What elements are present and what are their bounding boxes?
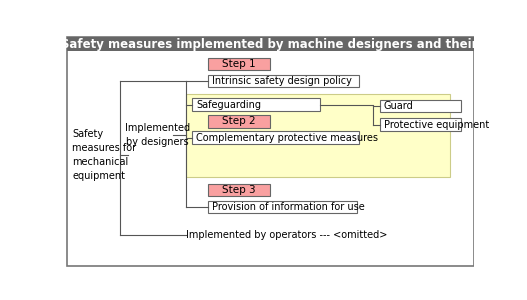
Bar <box>192 131 359 144</box>
Bar <box>208 201 357 213</box>
Text: Step 1: Step 1 <box>222 59 256 69</box>
Bar <box>380 100 461 112</box>
Bar <box>192 98 320 111</box>
Bar <box>186 94 450 177</box>
Text: Intrinsic safety design policy: Intrinsic safety design policy <box>211 76 352 86</box>
Bar <box>208 115 270 128</box>
Text: Step 3: Step 3 <box>222 185 256 195</box>
Text: Protective equipment: Protective equipment <box>384 119 489 130</box>
Bar <box>66 37 474 51</box>
Text: Provision of information for use: Provision of information for use <box>211 202 364 212</box>
Bar <box>208 184 270 196</box>
Bar <box>208 58 270 70</box>
Bar <box>208 74 359 87</box>
Bar <box>380 118 461 131</box>
Text: Safety
measures for
mechanical
equipment: Safety measures for mechanical equipment <box>72 129 136 181</box>
Text: [Fig.] Safety measures implemented by machine designers and their steps: [Fig.] Safety measures implemented by ma… <box>22 38 518 51</box>
Text: Safeguarding: Safeguarding <box>196 100 261 110</box>
Text: Implemented by operators --- <omitted>: Implemented by operators --- <omitted> <box>186 230 387 240</box>
Text: Guard: Guard <box>384 101 413 111</box>
Text: Implemented
by designers: Implemented by designers <box>125 123 190 147</box>
Text: Step 2: Step 2 <box>222 116 256 127</box>
Text: Complementary protective measures: Complementary protective measures <box>196 133 378 142</box>
